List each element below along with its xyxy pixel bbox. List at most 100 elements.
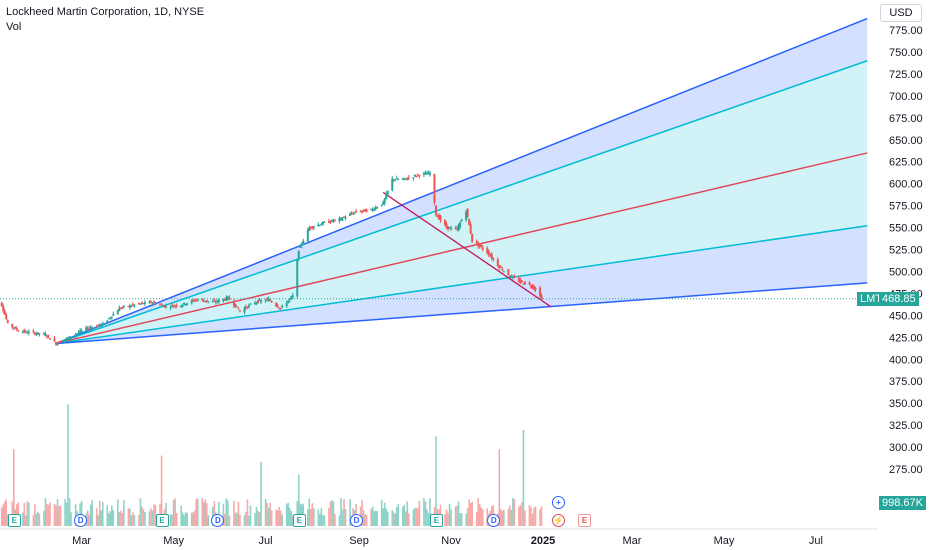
candle-body xyxy=(5,314,8,320)
candle-body xyxy=(192,299,195,301)
candle-body xyxy=(180,305,183,308)
y-tick-label: 600.00 xyxy=(889,179,923,191)
volume-bar xyxy=(55,505,57,526)
currency-button[interactable]: USD xyxy=(880,4,922,22)
volume-bar xyxy=(56,499,59,526)
dividend-icon[interactable]: D xyxy=(74,514,88,527)
volume-bar xyxy=(414,507,416,526)
volume-bar xyxy=(266,503,268,526)
volume-bar xyxy=(323,515,326,526)
volume-bars xyxy=(0,404,543,526)
candle-body xyxy=(234,303,237,308)
volume-bar xyxy=(322,515,324,526)
candle-body xyxy=(202,300,205,302)
earnings-upcoming-icon[interactable]: E xyxy=(578,514,591,527)
earnings-icon[interactable]: E xyxy=(292,514,306,527)
candle-body xyxy=(163,305,166,308)
volume-bar xyxy=(186,513,188,526)
volume-bar xyxy=(291,515,294,526)
volume-bar xyxy=(362,510,365,526)
volume-bar xyxy=(447,513,449,526)
fan-drawing[interactable] xyxy=(55,17,868,345)
candle-body xyxy=(285,303,288,307)
volume-bar xyxy=(343,499,345,526)
volume-bar xyxy=(193,510,196,526)
candle-body xyxy=(107,318,110,320)
candle-body xyxy=(370,208,373,210)
candle-body xyxy=(101,323,104,326)
volume-bar xyxy=(151,510,154,526)
candle-body xyxy=(237,308,240,310)
earnings-icon[interactable]: E xyxy=(155,514,169,527)
volume-bar xyxy=(423,498,425,526)
candle-body xyxy=(448,227,451,229)
y-tick-label: 750.00 xyxy=(889,47,923,59)
volume-bar xyxy=(406,501,409,526)
dividend-icon[interactable]: D xyxy=(211,514,225,527)
volume-bar xyxy=(310,509,312,526)
volume-bar xyxy=(486,508,489,526)
candle-body xyxy=(258,300,261,302)
dividend-icon[interactable]: D xyxy=(350,514,364,527)
volume-bar xyxy=(403,504,406,526)
lightning-icon[interactable]: ⚡ xyxy=(552,514,565,527)
price-tag-value: 468.85 xyxy=(879,291,919,306)
candle-body xyxy=(142,303,145,305)
price-tag-symbol: LMT xyxy=(857,291,885,306)
volume-bar xyxy=(503,509,505,526)
earnings-icon[interactable]: E xyxy=(7,514,21,527)
volume-bar xyxy=(364,514,366,526)
candle-body xyxy=(478,243,481,247)
candle-body xyxy=(422,173,425,175)
volume-bar xyxy=(192,512,195,526)
candle-body xyxy=(517,277,520,282)
volume-bar xyxy=(25,515,27,526)
volume-bar xyxy=(184,512,187,526)
candle-body xyxy=(427,172,430,174)
volume-bar xyxy=(448,503,451,526)
candle-body xyxy=(496,259,499,267)
volume-bar xyxy=(480,507,483,526)
candle-body xyxy=(160,304,163,306)
volume-bar xyxy=(334,514,336,526)
volume-bar xyxy=(540,506,543,526)
volume-bar xyxy=(320,507,323,526)
candle-body xyxy=(513,276,516,278)
volume-bar xyxy=(2,504,5,526)
volume-bar xyxy=(255,506,258,526)
dividend-icon[interactable]: D xyxy=(487,514,501,527)
candle-body xyxy=(77,332,80,334)
candle-body xyxy=(110,316,113,318)
volume-bar xyxy=(276,510,279,526)
earnings-icon[interactable]: E xyxy=(429,514,443,527)
candle-body xyxy=(85,327,88,331)
volume-bar xyxy=(341,509,344,526)
x-tick-label: Jul xyxy=(809,535,823,547)
y-tick-label: 700.00 xyxy=(889,91,923,103)
volume-bar xyxy=(153,504,155,526)
volume-bar xyxy=(65,502,68,526)
candle-body xyxy=(352,213,355,215)
add-event-icon[interactable]: + xyxy=(552,496,565,509)
volume-bar xyxy=(477,498,479,526)
candle-body xyxy=(403,178,406,180)
y-tick-label: 375.00 xyxy=(889,376,923,388)
volume-bar xyxy=(6,514,9,526)
x-tick-label: Jul xyxy=(259,535,273,547)
volume-bar xyxy=(22,512,24,526)
volume-bar xyxy=(254,513,256,526)
candle-body xyxy=(225,297,228,301)
y-tick-label: 725.00 xyxy=(889,69,923,81)
volume-bar xyxy=(97,515,100,526)
candle-body xyxy=(172,306,175,308)
candle-body xyxy=(376,207,379,209)
volume-bar xyxy=(175,512,178,526)
volume-bar xyxy=(338,515,341,526)
volume-bar xyxy=(267,507,270,526)
volume-bar xyxy=(522,430,525,526)
candle-body xyxy=(249,303,252,305)
volume-bar xyxy=(285,503,288,526)
candle-body xyxy=(214,301,217,303)
volume-bar xyxy=(466,508,469,526)
